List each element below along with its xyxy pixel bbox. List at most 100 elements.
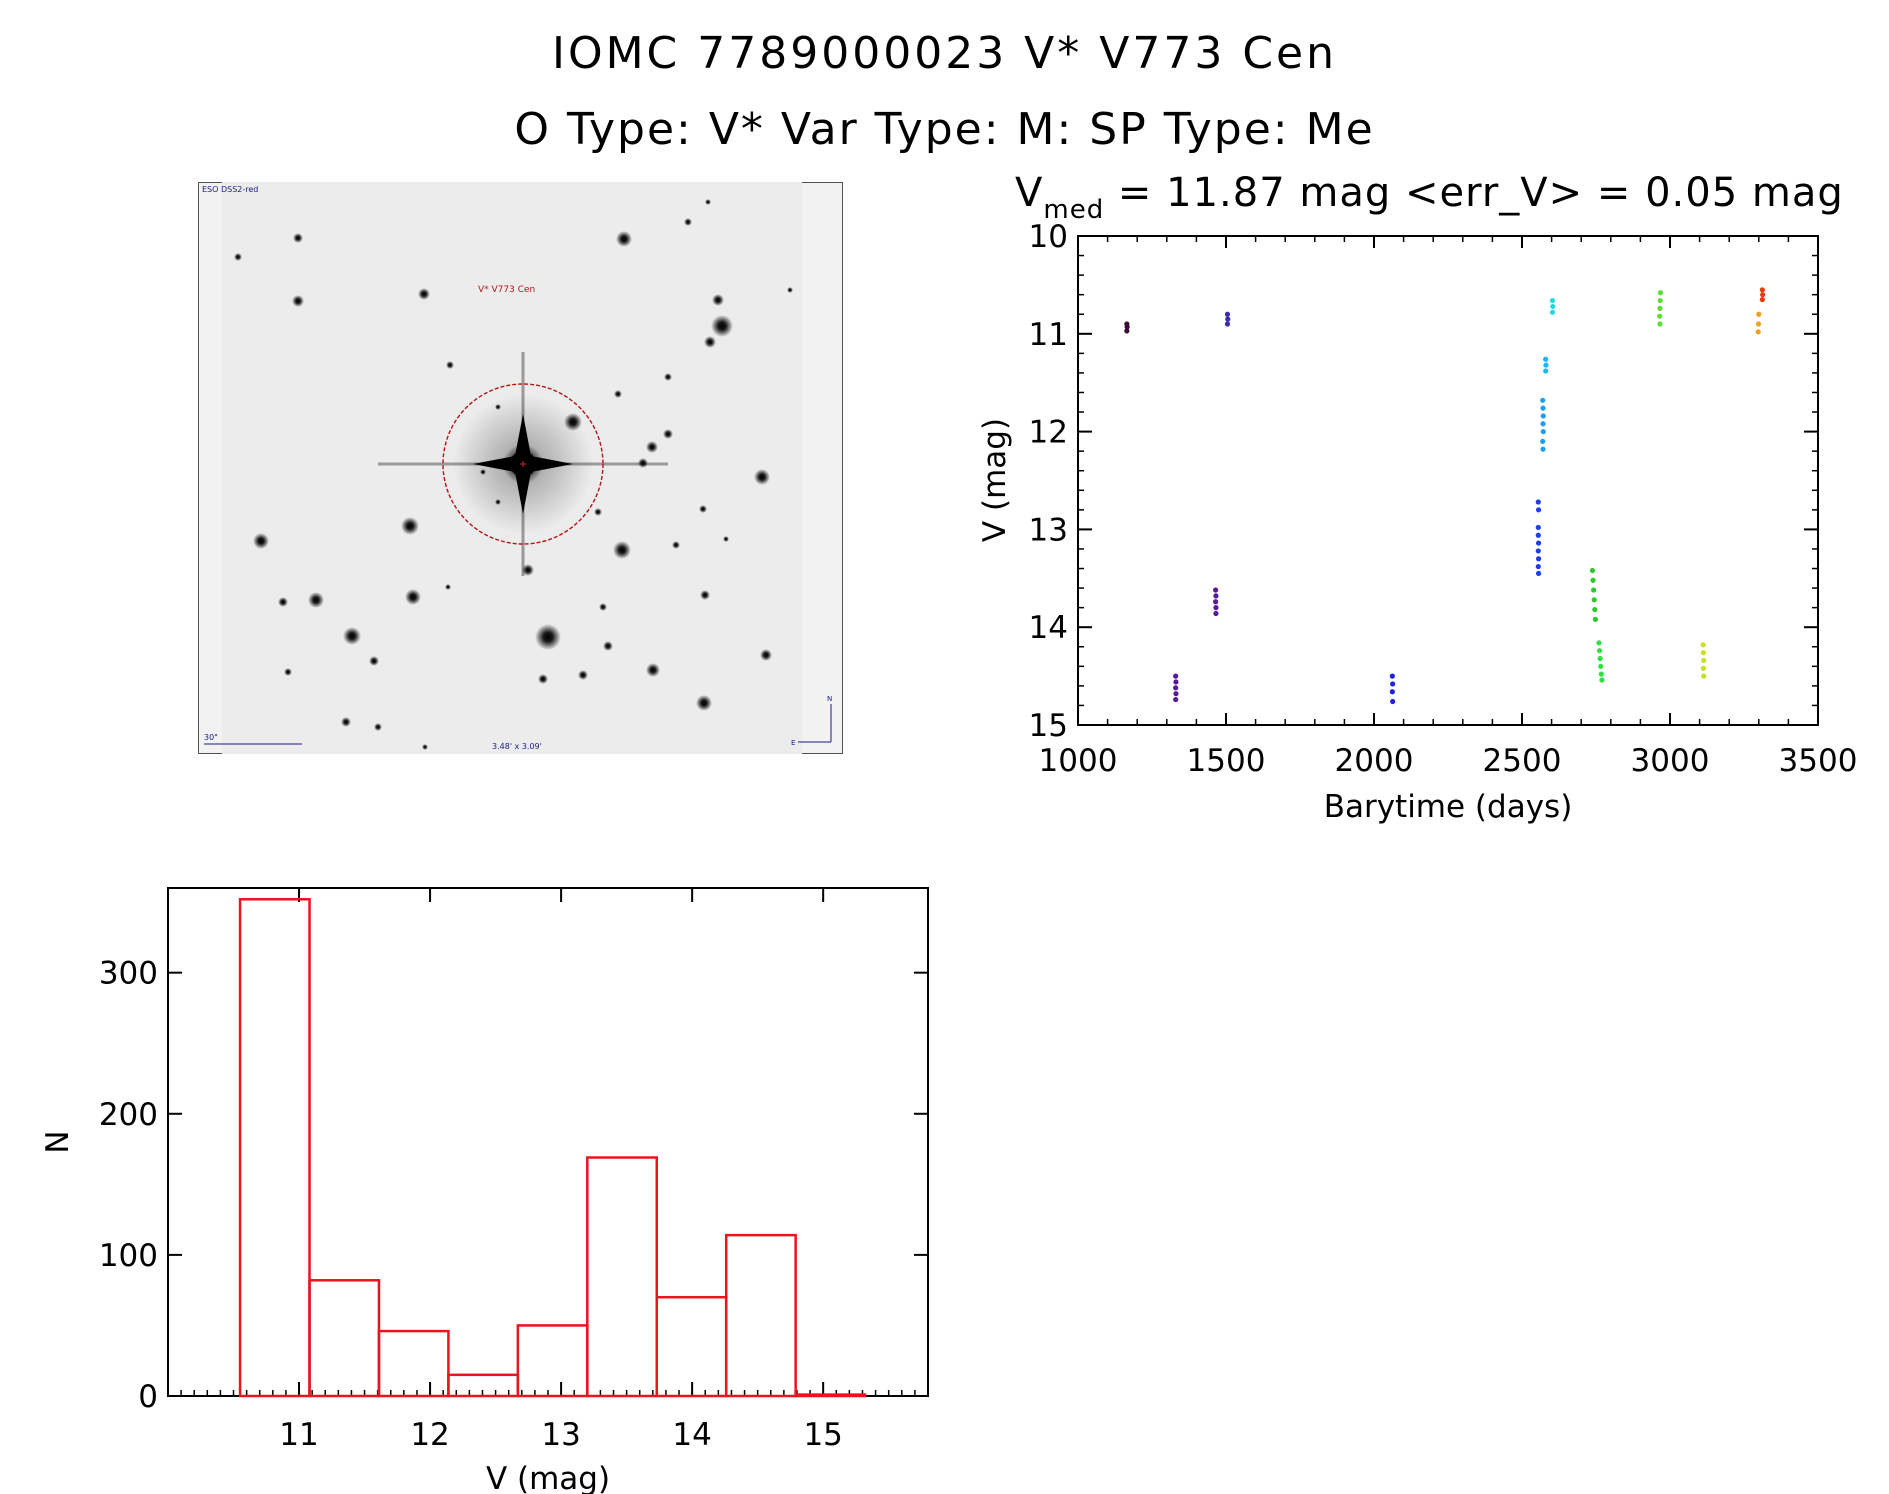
lc-point: [1755, 329, 1761, 335]
lc-point: [1173, 673, 1179, 679]
lightcurve-stat: Vmed = 11.87 mag <err_V> = 0.05 mag: [1015, 170, 1843, 225]
lc-point: [1657, 313, 1663, 319]
field-star: [538, 674, 548, 684]
lc-point: [1657, 290, 1664, 296]
stat-v: V: [1015, 170, 1043, 216]
hist-y-tick-label: 0: [138, 1379, 158, 1415]
hist-bar: [586, 1156, 659, 1398]
hist-bar: [308, 1279, 381, 1398]
lc-point: [1540, 429, 1546, 435]
lc-point: [1550, 303, 1556, 310]
lc-point: [1540, 405, 1546, 411]
lc-point: [1124, 321, 1130, 327]
field-star: [613, 541, 631, 559]
compass-north-label: N: [827, 695, 832, 703]
lc-point: [1657, 321, 1663, 327]
lc-x-tick-label: 3000: [1631, 743, 1710, 779]
hist-y-tick-label: 200: [99, 1097, 158, 1133]
hist-x-tick-label: 12: [410, 1417, 449, 1453]
stat-sub: med: [1043, 195, 1104, 225]
lc-point: [1173, 696, 1179, 703]
hist-bar: [794, 1393, 867, 1398]
lc-point: [1540, 446, 1546, 452]
field-star: [445, 584, 451, 590]
lc-point: [1596, 648, 1603, 654]
lc-point: [1592, 606, 1598, 613]
lc-point: [1213, 599, 1219, 605]
field-star: [672, 541, 680, 549]
lc-point: [1701, 657, 1707, 664]
lc-point: [1124, 324, 1130, 330]
field-star: [308, 592, 324, 608]
compass-east-label: E: [791, 739, 795, 747]
lc-point: [1543, 356, 1549, 362]
lc-point: [1535, 524, 1541, 531]
lc-ylabel: V (mag): [977, 418, 1013, 542]
lc-point: [1540, 413, 1546, 419]
field-star: [664, 373, 672, 381]
hist-x-tick-label: 11: [279, 1417, 318, 1453]
field-star: [638, 458, 648, 468]
lc-point: [1549, 309, 1556, 315]
hist-bar: [447, 1373, 520, 1398]
lc-point: [1213, 610, 1219, 617]
lc-point: [1173, 691, 1179, 697]
lc-y-tick-label: 13: [1029, 512, 1068, 548]
lc-point: [1700, 665, 1707, 671]
field-star: [614, 390, 622, 398]
lc-point: [1389, 689, 1395, 695]
hist-y-tick-label: 100: [99, 1238, 158, 1274]
lc-point: [1598, 671, 1604, 677]
lc-point: [1535, 540, 1542, 546]
field-star: [663, 429, 673, 439]
field-star: [284, 668, 292, 676]
hist-bar: [655, 1295, 728, 1398]
lc-point: [1389, 673, 1395, 679]
hist-bar: [516, 1324, 589, 1398]
field-star: [369, 656, 379, 666]
hist-bar: [238, 898, 311, 1398]
lc-x-tick-label: 2500: [1483, 743, 1562, 779]
field-star: [293, 233, 303, 243]
scale-label: 30": [204, 733, 218, 742]
lc-point: [1173, 685, 1179, 691]
lc-point: [1124, 328, 1130, 334]
hist-ylabel: N: [40, 1130, 76, 1153]
lc-point: [1598, 663, 1604, 669]
field-star: [374, 723, 382, 731]
field-star: [787, 287, 793, 293]
lc-plot-frame: [1077, 235, 1819, 726]
lc-x-tick-label: 1500: [1187, 743, 1266, 779]
field-star: [405, 589, 421, 605]
lc-point: [1590, 577, 1596, 583]
lc-point: [1390, 698, 1396, 705]
lc-point: [1760, 292, 1766, 298]
lc-point: [1591, 597, 1597, 603]
lc-point: [1543, 362, 1549, 368]
lc-y-tick-label: 12: [1029, 415, 1068, 451]
lc-point: [1700, 642, 1706, 648]
fov-label: 3.48' x 3.09': [492, 742, 542, 751]
hist-y-tick-label: 300: [99, 956, 158, 992]
lc-y-tick-label: 14: [1029, 610, 1068, 646]
field-star: [292, 295, 304, 307]
field-star: [603, 641, 613, 651]
lc-x-tick-label: 3500: [1779, 743, 1858, 779]
hist-plot-frame: [167, 887, 929, 1397]
lc-x-tick-label: 2000: [1335, 743, 1414, 779]
lc-point: [1540, 421, 1546, 427]
target-label: V* V773 Cen: [478, 285, 535, 295]
field-star: [704, 336, 716, 348]
field-star: [341, 717, 351, 727]
field-star: [599, 603, 607, 611]
lc-point: [1596, 640, 1602, 646]
lc-point: [1535, 556, 1542, 562]
lc-x-tick-label: 1000: [1039, 743, 1118, 779]
lc-point: [1390, 681, 1396, 687]
lc-point: [1535, 507, 1542, 513]
hist-xlabel: V (mag): [486, 1461, 610, 1494]
lc-point: [1535, 570, 1542, 577]
lc-point: [1592, 616, 1599, 622]
hist-x-tick-label: 14: [672, 1417, 711, 1453]
lc-point: [1213, 587, 1219, 593]
